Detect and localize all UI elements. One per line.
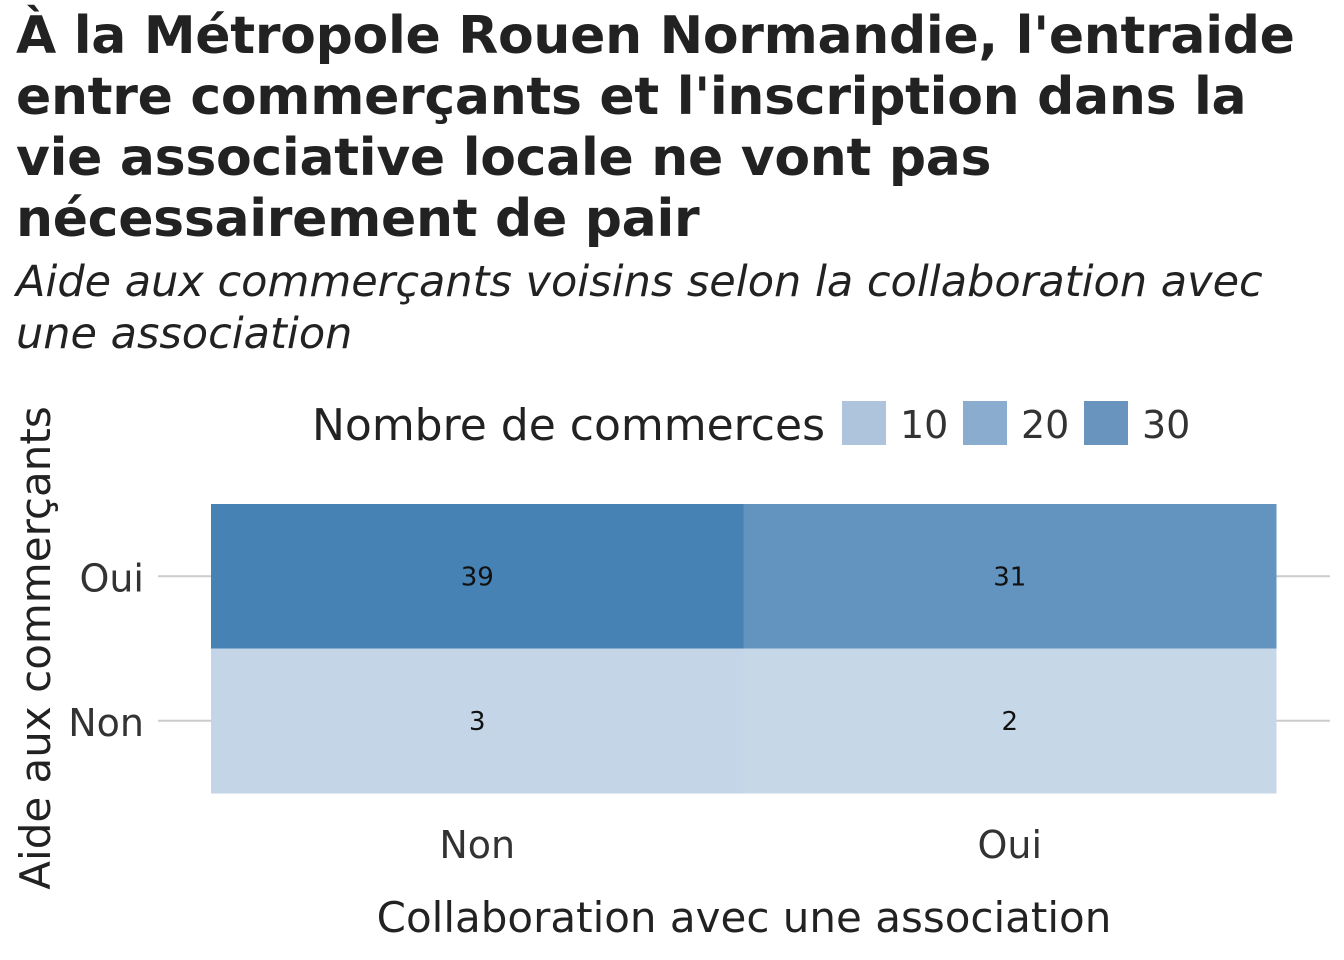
y-axis-ticks: Oui Non <box>68 556 144 745</box>
x-axis-label: Collaboration avec une association <box>377 893 1112 942</box>
legend-swatch <box>842 401 886 445</box>
legend-label: 30 <box>1142 403 1190 447</box>
chart-subtitle: Aide aux commerçants voisins selon la co… <box>16 257 1263 359</box>
y-tick-label: Oui <box>79 556 144 600</box>
heatmap-cell <box>211 504 744 649</box>
x-tick-label: Oui <box>977 823 1042 867</box>
legend-label: 10 <box>900 403 948 447</box>
x-tick-label: Non <box>439 823 515 867</box>
legend-swatch <box>1084 401 1128 445</box>
heatmap-cell <box>743 504 1277 649</box>
heatmap-cell <box>743 648 1277 794</box>
legend: Nombre de commerces 10 20 30 <box>312 400 1190 451</box>
y-tick-label: Non <box>68 701 144 745</box>
heatmap-cells: 39 31 3 2 <box>211 504 1277 794</box>
y-axis-label: Aide aux commerçants <box>11 406 60 889</box>
legend-swatch <box>963 401 1007 445</box>
cell-value-label: 3 <box>469 707 486 737</box>
chart-title: À la Métropole Rouen Normandie, l'entrai… <box>16 6 1295 249</box>
cell-value-label: 39 <box>461 562 494 592</box>
x-axis-ticks: Non Oui <box>439 823 1042 867</box>
legend-label: 20 <box>1021 403 1069 447</box>
legend-title: Nombre de commerces <box>312 400 825 451</box>
cell-value-label: 31 <box>993 562 1026 592</box>
heatmap-cell <box>211 648 744 794</box>
cell-value-label: 2 <box>1001 707 1018 737</box>
